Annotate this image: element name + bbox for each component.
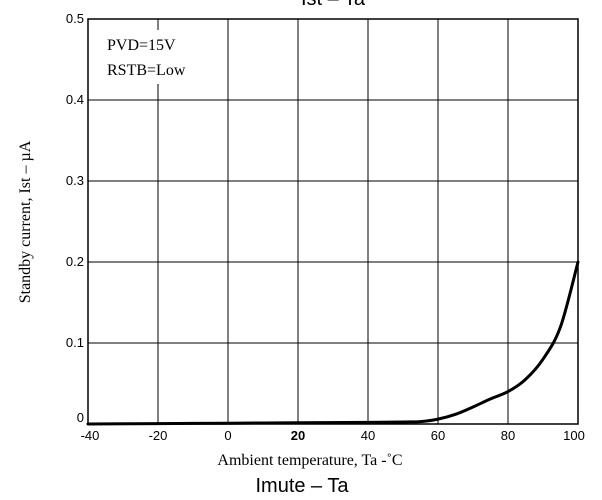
y-tick-label: 0.4: [66, 92, 84, 107]
y-tick-label: 0.1: [66, 335, 84, 350]
x-tick-label: 20: [291, 428, 305, 443]
x-tick-label: 0: [224, 428, 231, 443]
x-tick-label: -40: [81, 428, 100, 443]
y-tick-label: 0: [77, 410, 84, 425]
top-title: Ist – Ta: [301, 0, 366, 10]
x-tick-label: 40: [361, 428, 375, 443]
annotation-box: [100, 30, 210, 84]
grid: [88, 19, 578, 424]
bottom-caption: Imute – Ta: [255, 475, 349, 497]
y-tick-labels: 0 0.1 0.2 0.3 0.4 0.5: [66, 11, 84, 425]
y-tick-label: 0.3: [66, 173, 84, 188]
x-tick-labels: -40 -20 0 20 40 60 80 100: [81, 428, 585, 443]
x-tick-label: 60: [431, 428, 445, 443]
x-axis-label: Ambient temperature, Ta -˚C: [217, 452, 402, 469]
x-tick-label: 100: [563, 428, 585, 443]
x-tick-label: 80: [501, 428, 515, 443]
annotation-pvd: PVD=15V: [107, 37, 176, 54]
y-tick-label: 0.5: [66, 11, 84, 26]
annotation-rstb: RSTB=Low: [107, 62, 186, 79]
series-line: [86, 260, 580, 426]
x-tick-label: -20: [149, 428, 168, 443]
y-tick-label: 0.2: [66, 254, 84, 269]
y-axis-label: Standby current, Ist – µA: [17, 140, 34, 303]
